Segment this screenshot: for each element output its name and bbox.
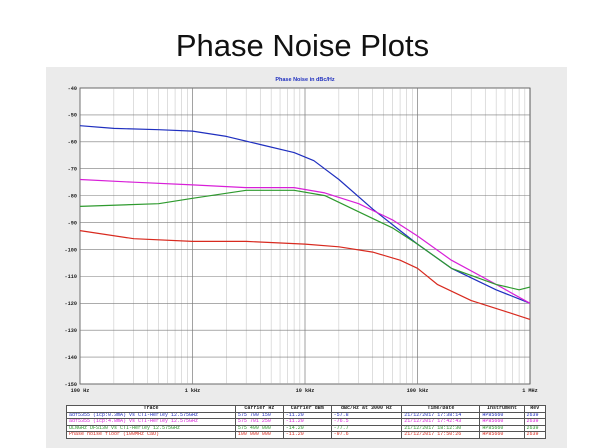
legend-cell: -76.5 bbox=[330, 418, 403, 426]
x-tick-label: 100 Hz bbox=[71, 388, 90, 394]
legend-cell: -97.6 bbox=[330, 431, 403, 439]
legend-cell: 575 499 000 bbox=[234, 424, 284, 433]
y-tick-label: -110 bbox=[65, 274, 77, 280]
legend-column-header: Rev bbox=[523, 405, 546, 413]
y-tick-label: -130 bbox=[65, 328, 77, 334]
legend-cell: 21/12/2017 17:50:26 bbox=[401, 431, 481, 439]
legend-cell: 2639 bbox=[523, 411, 546, 420]
slide-title: Phase Noise Plots bbox=[175, 28, 430, 63]
y-tick-label: -140 bbox=[65, 355, 77, 361]
legend-cell: HP85660 bbox=[479, 411, 525, 420]
legend-header-row: Trace Carrier Hz Carrier dBm dBc/Hz at 3000… bbox=[66, 405, 546, 413]
legend-cell: ULNGHz DFS130 vs CTI-Herley 12.575GHz bbox=[66, 424, 236, 433]
y-tick-label: -150 bbox=[65, 382, 77, 388]
legend-cell: 21/12/2017 17:42:43 bbox=[401, 418, 481, 426]
y-tick-label: -40 bbox=[68, 86, 77, 92]
y-axis: -40 -50 -60 -70 -80 -90 -100 -110 -120 -130 -140 -1… bbox=[65, 86, 77, 388]
legend-cell: 575 700 150 bbox=[234, 411, 284, 420]
y-tick-label: -70 bbox=[68, 167, 77, 173]
legend-cell: -14.20 bbox=[282, 424, 332, 433]
series-layer bbox=[79, 125, 531, 320]
legend-cell: 100 000 000 bbox=[234, 431, 284, 439]
legend-row: Phase noise floor (100MHz CaO) 100 000 00… bbox=[66, 431, 546, 439]
legend-row: adf5355 (icp:4.8mA) vs CTI-Herley 12.575… bbox=[66, 418, 546, 426]
legend-cell: 21/12/2017 18:12:30 bbox=[401, 424, 481, 433]
legend-column-header: dBc/Hz at 3000 Hz bbox=[330, 405, 403, 413]
series-line bbox=[79, 189, 531, 291]
x-tick-label: 10 kHz bbox=[296, 388, 315, 394]
legend-column-header: Carrier dBm bbox=[282, 405, 332, 413]
grid-lines bbox=[79, 87, 530, 385]
legend-cell: 21/12/2017 17:38:14 bbox=[401, 411, 481, 420]
x-tick-label: 100 kHz bbox=[407, 388, 429, 394]
legend-cell: -57.8 bbox=[330, 411, 403, 420]
series-line bbox=[79, 230, 531, 320]
legend-row: ULNGHz DFS130 vs CTI-Herley 12.575GHz 575… bbox=[66, 424, 546, 433]
legend-column-header: Trace bbox=[66, 405, 236, 413]
legend-cell: HP85660 bbox=[479, 431, 525, 439]
legend-column-header: Time/Date bbox=[401, 405, 481, 413]
legend-column-header: Carrier Hz bbox=[234, 405, 284, 413]
y-tick-label: -90 bbox=[68, 220, 77, 226]
legend-column-header: Instrument bbox=[479, 405, 525, 413]
legend-cell: -11.20 bbox=[282, 431, 332, 439]
y-tick-label: -80 bbox=[68, 193, 77, 199]
y-tick-label: -50 bbox=[68, 113, 77, 119]
legend-cell: 575 701 250 bbox=[234, 418, 284, 426]
legend-cell: Phase noise floor (100MHz CaO) bbox=[66, 431, 236, 439]
y-tick-label: -120 bbox=[65, 301, 77, 307]
phase-noise-chart: -40 -50 -60 -70 -80 -90 -100 -110 -120 -130 -140 -1… bbox=[65, 77, 538, 394]
legend-cell: HP85660 bbox=[479, 424, 525, 433]
legend-cell: adf5355 (icp:4.8mA) vs CTI-Herley 12.575… bbox=[66, 418, 236, 426]
legend-cell: 2639 bbox=[523, 424, 546, 433]
y-tick-label: -100 bbox=[65, 247, 77, 253]
x-tick-label: 1 MHz bbox=[522, 388, 538, 394]
series-line bbox=[79, 178, 531, 304]
x-axis: 100 Hz 1 kHz 10 kHz 100 kHz 1 MHz bbox=[71, 388, 538, 394]
legend-table: Trace Carrier Hz Carrier dBm dBc/Hz at 3000… bbox=[66, 405, 546, 439]
legend-cell: 2639 bbox=[523, 431, 546, 439]
x-tick-label: 1 kHz bbox=[185, 388, 201, 394]
legend-cell: 2639 bbox=[523, 418, 546, 426]
chart-title: Phase Noise in dBc/Hz bbox=[275, 77, 335, 83]
legend-cell: -77.7 bbox=[330, 424, 403, 433]
legend-cell: adf5355 (icp:0.3mA) vs CTI-Herley 12.575… bbox=[66, 411, 236, 420]
legend-body: adf5355 (icp:0.3mA) vs CTI-Herley 12.575… bbox=[66, 411, 546, 439]
legend-cell: HP85660 bbox=[479, 418, 525, 426]
y-tick-label: -60 bbox=[68, 140, 77, 146]
legend-cell: -11.20 bbox=[282, 418, 332, 426]
legend-row: adf5355 (icp:0.3mA) vs CTI-Herley 12.575… bbox=[66, 411, 546, 420]
legend-cell: -11.20 bbox=[282, 411, 332, 420]
